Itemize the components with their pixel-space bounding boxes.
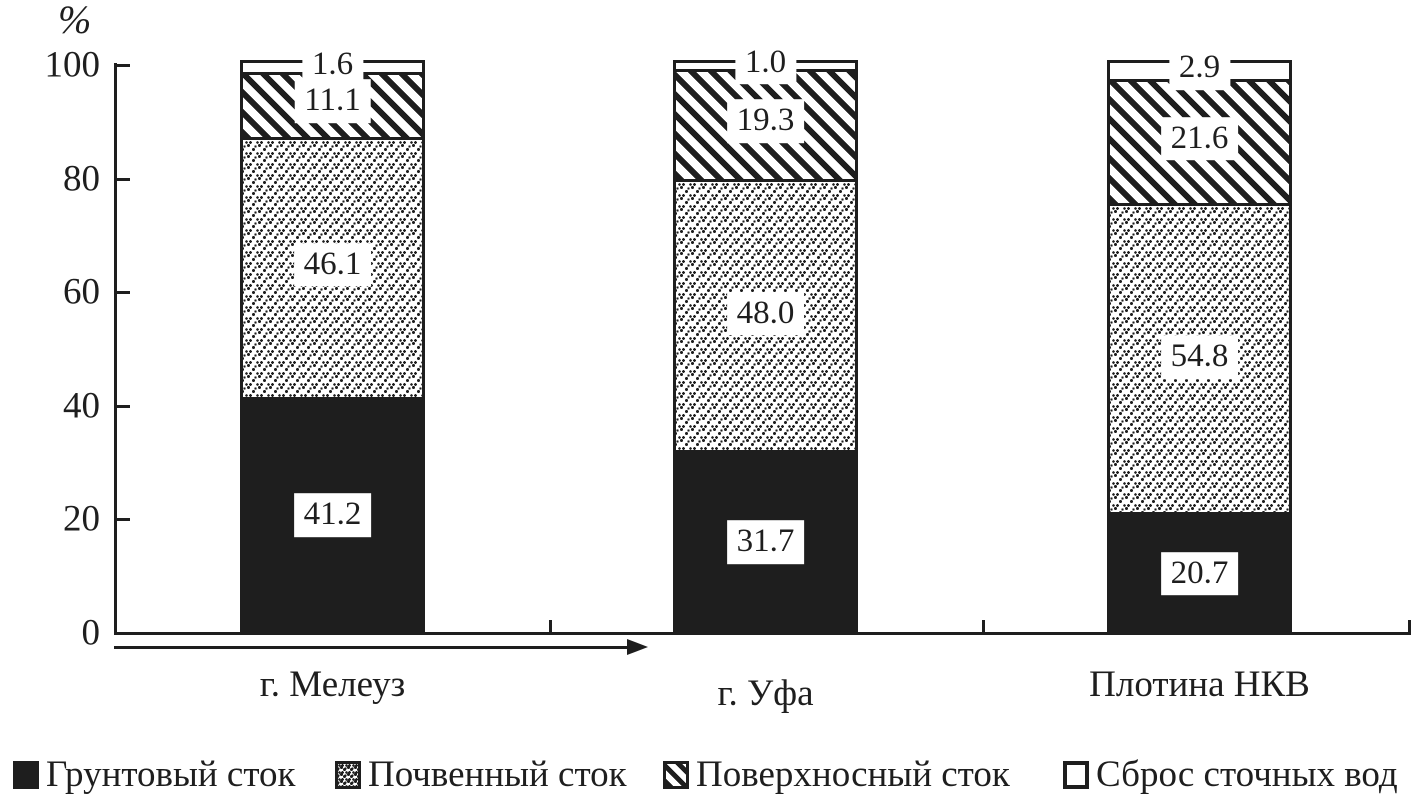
x-axis-arrow-head-icon bbox=[627, 639, 648, 655]
y-tick-mark bbox=[114, 404, 130, 408]
x-axis-line bbox=[114, 632, 1411, 635]
category-label: Плотина НКВ bbox=[1089, 664, 1310, 705]
y-axis-line bbox=[114, 63, 117, 635]
category-label: г. Мелеуз bbox=[259, 664, 406, 705]
legend-item: Почвенный сток bbox=[335, 756, 627, 793]
y-tick-mark bbox=[114, 177, 130, 181]
legend-label: Почвенный сток bbox=[368, 754, 627, 795]
value-label: 48.0 bbox=[726, 292, 805, 336]
legend-item: Поверхносный сток bbox=[663, 756, 1010, 793]
legend-item: Грунтовый сток bbox=[13, 756, 296, 793]
y-tick-mark bbox=[114, 518, 130, 522]
value-label: 19.3 bbox=[726, 99, 805, 143]
legend-swatch-white-outline bbox=[1063, 760, 1089, 789]
y-tick-mark bbox=[114, 64, 130, 67]
legend-swatch-speckle bbox=[335, 760, 361, 789]
value-label: 1.0 bbox=[734, 41, 797, 85]
bar-column bbox=[240, 60, 425, 633]
y-tick-label: 20 bbox=[63, 498, 100, 540]
x-axis-arrow-line bbox=[114, 646, 628, 649]
legend-swatch-solid-black bbox=[13, 760, 39, 789]
legend-item: Сброс сточных вод bbox=[1063, 756, 1398, 793]
bar-segment-speckle bbox=[243, 136, 422, 398]
value-label: 2.9 bbox=[1168, 46, 1231, 91]
y-axis-unit-label: % bbox=[58, 0, 92, 42]
y-tick-label: 100 bbox=[44, 44, 101, 86]
value-label: 41.2 bbox=[293, 493, 372, 537]
y-tick-mark bbox=[114, 632, 130, 635]
x-axis-tick-mark bbox=[549, 620, 552, 633]
x-axis-tick-mark bbox=[982, 620, 985, 633]
x-axis-tick-mark bbox=[1408, 620, 1411, 633]
value-label: 31.7 bbox=[726, 520, 805, 564]
y-tick-label: 40 bbox=[63, 385, 100, 427]
y-tick-mark bbox=[114, 291, 130, 295]
value-label: 20.7 bbox=[1160, 551, 1239, 596]
value-label: 21.6 bbox=[1160, 116, 1239, 161]
legend-label: Грунтовый сток bbox=[46, 754, 296, 795]
value-label: 1.6 bbox=[301, 42, 364, 87]
y-tick-label: 60 bbox=[63, 271, 100, 313]
legend-label: Сброс сточных вод bbox=[1096, 754, 1398, 795]
legend-label: Поверхносный сток bbox=[696, 754, 1010, 795]
value-label: 54.8 bbox=[1160, 335, 1239, 380]
y-tick-label: 0 bbox=[81, 612, 101, 654]
category-label: г. Уфа bbox=[717, 673, 814, 714]
y-tick-label: 80 bbox=[63, 158, 100, 200]
value-label: 46.1 bbox=[293, 243, 372, 287]
bar-column bbox=[673, 60, 858, 633]
value-label: 11.1 bbox=[294, 79, 371, 123]
legend-swatch-diagonal-hatch bbox=[663, 760, 689, 789]
